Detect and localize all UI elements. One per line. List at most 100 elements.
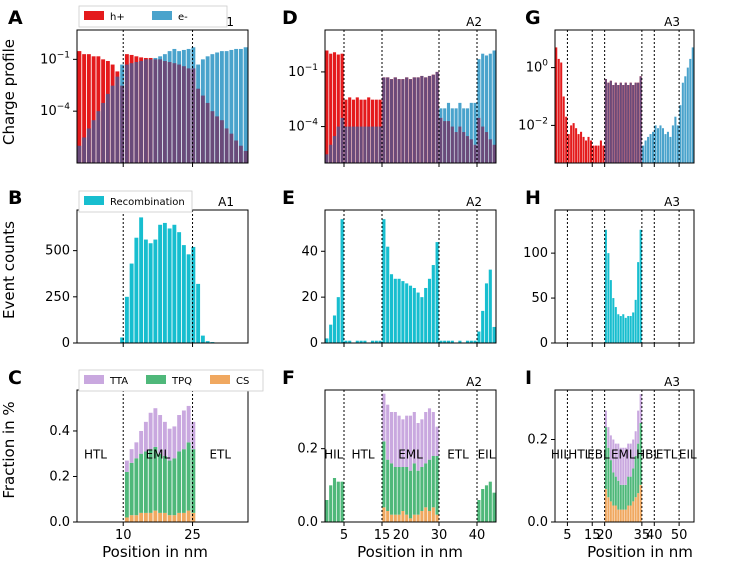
bar-tta bbox=[186, 405, 191, 443]
ylabel-event-counts: Event counts bbox=[0, 221, 18, 319]
bar-recombination bbox=[629, 316, 632, 343]
bar-electron bbox=[686, 67, 689, 163]
legend-swatch-tta bbox=[84, 375, 104, 384]
bar-electron bbox=[644, 140, 647, 163]
legend-fraction: TTA TPQ CS bbox=[78, 369, 264, 392]
bar-tpq bbox=[431, 456, 435, 508]
bar-recombination bbox=[344, 340, 348, 343]
bar-recombination bbox=[492, 326, 496, 343]
bar-overlap bbox=[401, 79, 405, 163]
bar-overlap bbox=[177, 64, 182, 163]
bar-recombination bbox=[481, 310, 485, 343]
y-tick-label: 40 bbox=[301, 244, 318, 259]
bar-overlap bbox=[465, 136, 470, 163]
panel-tag: A1 bbox=[218, 195, 234, 209]
bar-recombination bbox=[617, 314, 620, 343]
bar-hole bbox=[572, 123, 575, 163]
bar-recombination bbox=[612, 298, 615, 343]
bar-cs bbox=[401, 511, 405, 522]
legend-label-hole: h+ bbox=[110, 12, 125, 23]
bar-electron bbox=[238, 48, 243, 164]
bar-electron bbox=[669, 136, 672, 163]
bar-overlap bbox=[627, 85, 630, 163]
bar-overlap bbox=[191, 68, 196, 163]
bar-overlap bbox=[412, 77, 416, 163]
bar-cs bbox=[604, 489, 607, 522]
bar-recombination bbox=[181, 245, 186, 343]
bar-tpq bbox=[329, 485, 333, 522]
y-tick-label: 0.2 bbox=[527, 433, 548, 448]
bar-recombination bbox=[619, 316, 622, 343]
bar-tpq bbox=[435, 456, 439, 515]
bar-tta bbox=[129, 449, 134, 463]
bar-tpq bbox=[397, 467, 401, 515]
bar-recombination bbox=[162, 222, 167, 343]
xlabel-col3: Position in nm bbox=[587, 543, 693, 561]
bar-overlap bbox=[115, 76, 120, 163]
bar-cs bbox=[134, 515, 139, 522]
bar-tta bbox=[158, 415, 163, 454]
bar-overlap bbox=[153, 59, 158, 163]
bar-overlap bbox=[101, 102, 106, 163]
bar-recombination bbox=[397, 278, 401, 343]
y-tick-label: 10−1 bbox=[288, 63, 318, 80]
bar-recombination bbox=[134, 237, 139, 343]
bar-electron bbox=[229, 49, 234, 164]
legend-label-electron: e- bbox=[178, 12, 188, 23]
panel-letter: H bbox=[525, 187, 541, 209]
bar-tpq bbox=[607, 447, 610, 498]
bar-overlap bbox=[148, 59, 153, 163]
bar-hole bbox=[587, 136, 590, 163]
y-tick-label: 0.4 bbox=[49, 424, 70, 439]
bar-recombination bbox=[177, 232, 182, 343]
bar-tpq bbox=[167, 460, 172, 516]
bar-electron bbox=[679, 105, 682, 163]
bar-cs bbox=[397, 514, 401, 522]
panel-tag: A2 bbox=[466, 375, 482, 389]
bar-tta bbox=[416, 423, 420, 471]
bar-recombination bbox=[488, 269, 492, 343]
panel-B: 0 250 500 A1 B bbox=[8, 187, 249, 351]
bar-tta bbox=[634, 431, 637, 456]
bar-recombination bbox=[416, 292, 420, 343]
y-tick-label: 10−2 bbox=[518, 116, 548, 133]
legend-recombination-frame bbox=[78, 190, 193, 213]
legend-swatch-cs bbox=[210, 375, 230, 384]
bar-recombination bbox=[637, 262, 640, 343]
bar-hole bbox=[336, 54, 340, 163]
bar-recombination bbox=[191, 246, 196, 343]
bar-overlap bbox=[344, 126, 348, 163]
bar-hole bbox=[575, 128, 578, 163]
bar-cs bbox=[382, 507, 386, 522]
bar-overlap bbox=[210, 111, 215, 163]
bar-recombination bbox=[355, 340, 359, 343]
bar-hole bbox=[91, 56, 96, 164]
bar-recombination bbox=[443, 340, 447, 343]
bar-overlap bbox=[477, 117, 481, 163]
bar-recombination bbox=[348, 340, 352, 343]
bar-electron bbox=[210, 54, 215, 163]
bar-recombination bbox=[329, 324, 333, 343]
bar-recombination bbox=[401, 281, 405, 343]
bar-recombination bbox=[450, 340, 454, 343]
panel-tag: A3 bbox=[664, 195, 680, 209]
bar-recombination bbox=[374, 340, 378, 343]
region-label: HTL bbox=[84, 448, 107, 462]
y-tick-label: 10−4 bbox=[288, 118, 318, 135]
bar-tta bbox=[607, 427, 610, 448]
bar-tpq bbox=[416, 470, 420, 515]
bar-recombination bbox=[622, 314, 625, 343]
bar-tta bbox=[639, 394, 642, 424]
bar-recombination bbox=[186, 254, 191, 343]
legend-label-tpq: TPQ bbox=[171, 376, 192, 387]
bar-recombination bbox=[469, 340, 473, 343]
panel-letter: C bbox=[8, 367, 22, 389]
bar-recombination bbox=[370, 340, 375, 343]
bar-overlap bbox=[624, 82, 627, 163]
bar-tpq bbox=[624, 484, 627, 510]
bar-recombination bbox=[378, 340, 382, 343]
bar-tpq bbox=[622, 484, 625, 510]
bar-cs bbox=[408, 518, 413, 522]
axes-frame bbox=[554, 209, 695, 344]
